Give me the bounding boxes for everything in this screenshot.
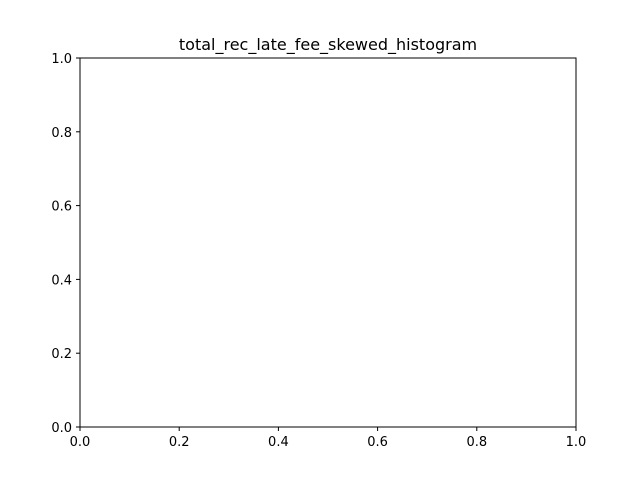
y-tick-label: 0.8	[51, 126, 72, 141]
y-tick-label: 0.4	[51, 273, 72, 288]
x-tick-label: 0.0	[70, 435, 91, 450]
x-tick-label: 0.8	[466, 435, 487, 450]
plot-area-frame	[79, 57, 577, 428]
y-tick-label: 0.2	[51, 347, 72, 362]
x-tick-label: 0.2	[169, 435, 190, 450]
y-tick-label: 0.6	[51, 200, 72, 215]
x-tick-label: 0.6	[367, 435, 388, 450]
x-tick-label: 0.4	[268, 435, 289, 450]
x-tick-label: 1.0	[566, 435, 587, 450]
x-axis-ticks: 0.0 0.2 0.4 0.6 0.8 1.0	[70, 427, 587, 450]
y-tick-label: 0.0	[51, 421, 72, 436]
chart-title: total_rec_late_fee_skewed_histogram	[179, 35, 477, 55]
y-tick-label: 1.0	[51, 52, 72, 67]
y-axis-ticks: 0.0 0.2 0.4 0.6 0.8 1.0	[51, 52, 80, 436]
